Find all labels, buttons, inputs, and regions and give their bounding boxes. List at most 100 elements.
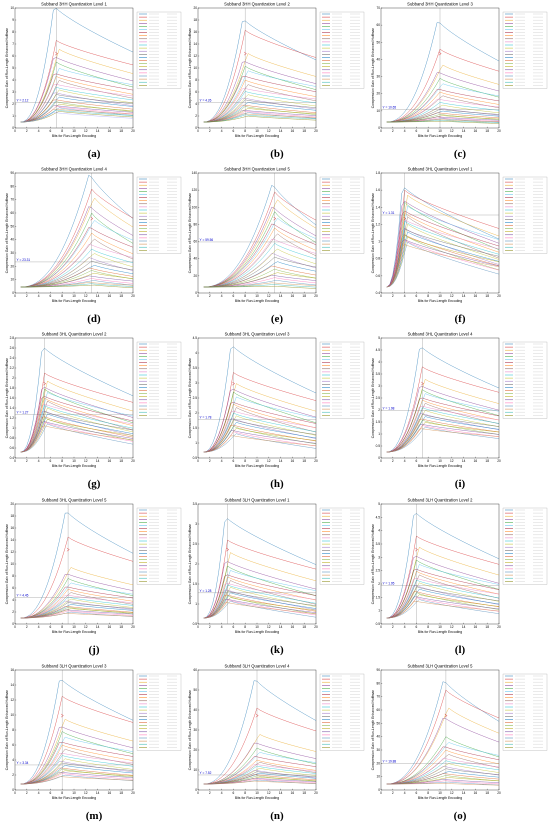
y-tick-label: 70	[376, 6, 380, 10]
series-line	[203, 576, 317, 619]
series-line	[20, 600, 134, 619]
x-tick-label: 2	[392, 459, 394, 463]
x-tick-label: 10	[255, 625, 259, 629]
series-line	[386, 48, 500, 123]
series-line	[20, 260, 134, 288]
series-line	[20, 380, 134, 453]
chart-panel: Subband 3LH Quantization Level 1 Bits for…	[186, 496, 368, 662]
legend-box	[136, 176, 182, 254]
y-tick-label: 60	[193, 240, 197, 244]
x-axis-label: Bits for Run-Length Encoding	[418, 630, 462, 634]
series-line	[20, 270, 134, 288]
series-line	[203, 707, 317, 785]
chart-panel: Subband 3LH Quantization Level 5 Bits for…	[369, 662, 550, 828]
series-line	[20, 68, 134, 123]
series-line	[203, 372, 317, 453]
series-line	[20, 94, 134, 123]
series-line	[20, 762, 134, 785]
x-tick-label: 6	[50, 459, 52, 463]
series-line	[203, 388, 317, 453]
x-tick-label: 14	[279, 791, 283, 795]
panel-label: (a)	[87, 148, 101, 160]
x-axis-label: Bits for Run-Length Encoding	[418, 299, 462, 303]
series-line	[20, 695, 134, 785]
y-tick-label: 3.5	[376, 542, 381, 546]
series-line	[20, 736, 134, 785]
series-line	[386, 64, 500, 123]
x-tick-label: 4	[221, 459, 223, 463]
series-line	[20, 742, 134, 785]
y-tick-label: 6	[12, 743, 14, 747]
series-line	[386, 223, 500, 288]
x-tick-label: 2	[392, 791, 394, 795]
series-line	[203, 243, 317, 288]
series-line	[203, 268, 317, 288]
series-line	[203, 206, 317, 288]
series-line	[20, 387, 134, 453]
plot-frame	[197, 337, 317, 459]
x-tick-label: 6	[416, 625, 418, 629]
plot-frame	[14, 669, 134, 791]
y-tick-label: 8	[12, 728, 14, 732]
y-tick-label: 70	[10, 198, 14, 202]
y-tick-label: 60	[193, 668, 197, 672]
series-line	[20, 419, 134, 453]
y-tick-label: 5	[378, 502, 380, 506]
series-line	[203, 433, 317, 453]
x-tick-label: 12	[84, 459, 88, 463]
series-line	[20, 248, 134, 288]
chart-panel: Subband 3HH Quantization Level 2 Bits for…	[186, 0, 368, 166]
series-line	[20, 206, 134, 288]
x-tick-label: 8	[61, 129, 63, 133]
threshold-annotation: Y = 1.27	[17, 411, 29, 415]
chart-title: Subband 3LH Quantization Level 5	[408, 664, 474, 669]
series-line	[203, 600, 317, 619]
y-tick-label: 80	[10, 184, 14, 188]
y-axis-label: Compression Gain of Run-Length Enhanced …	[5, 358, 9, 439]
x-axis-label: Bits for Run-Length Encoding	[235, 299, 279, 303]
series-line	[203, 104, 317, 123]
series-line	[386, 707, 500, 785]
x-tick-label: 12	[84, 625, 88, 629]
x-tick-label: 14	[279, 129, 283, 133]
x-tick-label: 18	[119, 791, 123, 795]
y-tick-label: 2	[195, 114, 197, 118]
series-line	[203, 102, 317, 123]
series-line	[203, 99, 317, 123]
series-line	[386, 556, 500, 619]
chart-title: Subband 3HH Quantization Level 2	[224, 2, 290, 7]
chart-title: Subband 3HL Quantization Level 5	[42, 498, 107, 503]
series-line	[20, 197, 134, 288]
series-line	[203, 112, 317, 123]
peak-marker	[243, 51, 247, 56]
y-tick-label: 8	[12, 30, 14, 34]
chart-svg: Subband 3LH Quantization Level 1 Bits for…	[188, 498, 365, 634]
series-line	[386, 228, 500, 288]
y-tick-label: 2.5	[376, 569, 381, 573]
y-tick-label: 18	[10, 514, 14, 518]
legend-box	[136, 673, 182, 751]
series-line	[386, 586, 500, 619]
x-tick-label: 6	[233, 294, 235, 298]
y-tick-label: 10	[10, 562, 14, 566]
x-tick-label: 14	[96, 625, 100, 629]
chart-title: Subband 3LH Quantization Level 4	[225, 664, 291, 669]
x-tick-label: 8	[427, 625, 429, 629]
series-line	[20, 586, 134, 619]
y-tick-label: 0.5	[376, 622, 381, 626]
x-tick-label: 18	[119, 129, 123, 133]
peak-marker	[273, 216, 277, 221]
series-line	[203, 113, 317, 123]
y-tick-label: 3	[378, 384, 380, 388]
y-tick-label: 3.5	[193, 502, 198, 506]
y-tick-label: 20	[193, 748, 197, 752]
series-line	[203, 410, 317, 453]
y-tick-label: 2.5	[376, 396, 381, 400]
series-line	[203, 415, 317, 453]
panel-label: (e)	[270, 313, 284, 325]
y-tick-label: 4	[12, 758, 14, 762]
chart-svg: Subband 3HH Quantization Level 2 Bits for…	[188, 2, 365, 138]
series-line	[20, 80, 134, 123]
y-tick-label: 10	[193, 768, 197, 772]
series-line	[20, 372, 134, 453]
